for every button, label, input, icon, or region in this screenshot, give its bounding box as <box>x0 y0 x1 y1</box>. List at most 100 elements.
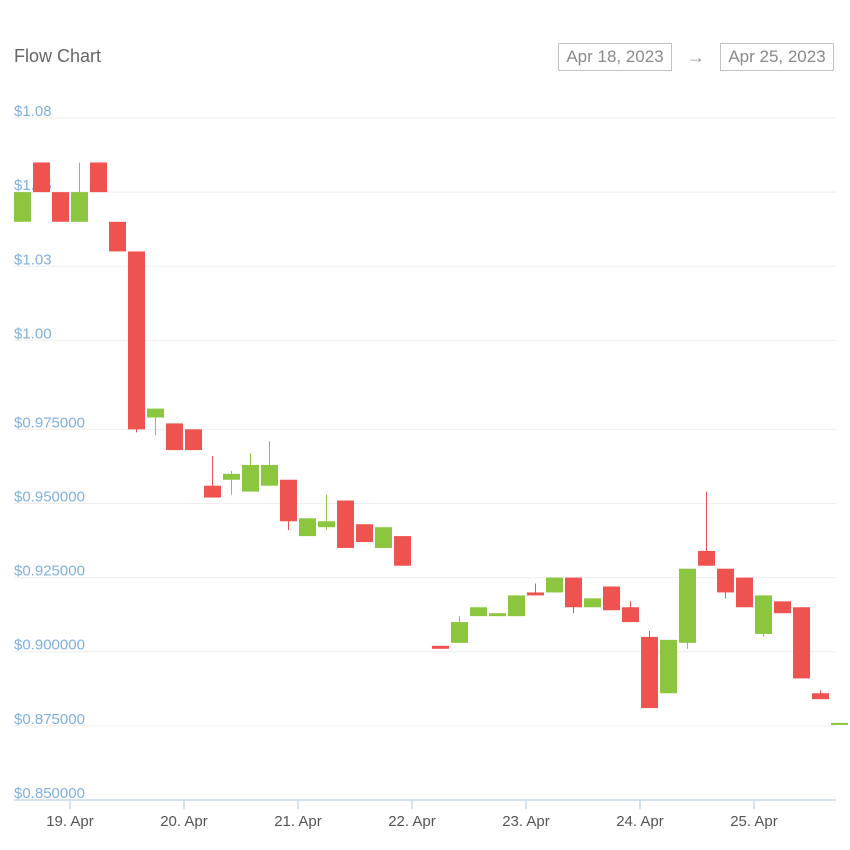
candle-body <box>622 607 639 623</box>
candle <box>90 162 107 193</box>
candle-body <box>546 577 563 593</box>
candle-body <box>223 473 240 480</box>
candle <box>622 601 639 623</box>
candle-body <box>755 595 772 634</box>
candle <box>470 607 487 617</box>
candle <box>584 598 601 608</box>
candle-body <box>242 464 259 492</box>
candle-body <box>717 568 734 593</box>
candle-body <box>52 192 69 222</box>
candle-body <box>185 429 202 451</box>
candle <box>223 470 240 495</box>
x-tick-label: 24. Apr <box>616 813 664 830</box>
candle <box>660 639 677 694</box>
end-date-input[interactable]: Apr 25, 2023 <box>720 43 834 71</box>
candle <box>109 221 126 252</box>
y-tick-label: $1.03 <box>14 251 52 268</box>
candle-body <box>356 524 373 543</box>
candle-body <box>451 622 468 643</box>
grid-lines <box>14 117 836 727</box>
candle-body <box>508 595 525 617</box>
candle <box>375 527 392 548</box>
candle-body <box>166 423 183 451</box>
candle <box>831 722 848 725</box>
candle <box>451 616 468 643</box>
x-tick-label: 19. Apr <box>46 813 94 830</box>
candle <box>299 518 316 537</box>
x-tick-label: 25. Apr <box>730 813 778 830</box>
candle-body <box>470 607 487 617</box>
candle-body <box>204 485 221 498</box>
candle <box>128 251 145 433</box>
candle <box>52 192 69 222</box>
x-tick-label: 21. Apr <box>274 813 322 830</box>
candle-body <box>489 613 506 617</box>
candle-body <box>812 693 829 700</box>
candle <box>166 423 183 451</box>
candle <box>755 595 772 637</box>
y-tick-label: $0.900000 <box>14 637 85 654</box>
candle <box>793 607 810 679</box>
y-tick-label: $0.850000 <box>14 785 85 802</box>
y-tick-label: $0.925000 <box>14 563 85 580</box>
candle-body <box>774 601 791 614</box>
candle <box>394 536 411 566</box>
candle-body <box>584 598 601 608</box>
y-tick-label: $0.950000 <box>14 488 85 505</box>
candle-body <box>147 408 164 418</box>
candle-body <box>71 192 88 222</box>
candle <box>774 601 791 614</box>
candle <box>508 595 525 617</box>
candle <box>356 524 373 543</box>
candle-body <box>375 527 392 548</box>
candle <box>546 577 563 593</box>
candle-body <box>432 645 449 649</box>
candle-body <box>565 577 582 608</box>
y-tick-label: $0.975000 <box>14 414 85 431</box>
x-tick-label: 20. Apr <box>160 813 208 830</box>
chart-title: Flow Chart <box>14 46 102 66</box>
y-tick-label: $1.08 <box>14 103 52 120</box>
candle-body <box>90 162 107 193</box>
candle-body <box>14 192 31 222</box>
x-axis: 19. Apr 20. Apr 21. Apr 22. Apr 23. Apr 24. A… <box>14 799 836 830</box>
start-date-input[interactable]: Apr 18, 2023 <box>558 43 672 71</box>
x-tick-label: 23. Apr <box>502 813 550 830</box>
candle <box>71 162 88 222</box>
arrow-right-icon: → <box>687 46 705 67</box>
candles <box>14 162 848 725</box>
candle-body <box>679 568 696 643</box>
y-axis-labels: $1.08$1.05$1.03$1.00$0.975000$0.950000$0… <box>14 103 85 802</box>
candle <box>641 630 658 709</box>
candle-body <box>831 722 848 725</box>
candle-body <box>109 221 126 252</box>
candle <box>242 453 259 492</box>
candle-body <box>280 479 297 522</box>
y-tick-label: $1.00 <box>14 325 52 342</box>
candle <box>679 568 696 649</box>
candle <box>698 491 715 566</box>
candle <box>318 494 335 531</box>
candle <box>280 479 297 531</box>
candle <box>565 577 582 614</box>
candle <box>717 568 734 599</box>
candle-body <box>527 592 544 596</box>
candle <box>736 577 753 608</box>
candle <box>185 429 202 451</box>
candle-body <box>793 607 810 679</box>
candle-body <box>736 577 753 608</box>
candle-body <box>603 586 620 611</box>
x-tick-label: 22. Apr <box>388 813 436 830</box>
candle-body <box>660 639 677 694</box>
candle <box>527 583 544 596</box>
candle <box>204 456 221 498</box>
candle <box>603 586 620 611</box>
candle <box>147 408 164 436</box>
candle-body <box>33 162 50 193</box>
candle <box>33 162 50 193</box>
candle <box>432 645 449 649</box>
candle-body <box>261 464 278 486</box>
candle <box>261 441 278 486</box>
candle-body <box>394 536 411 566</box>
